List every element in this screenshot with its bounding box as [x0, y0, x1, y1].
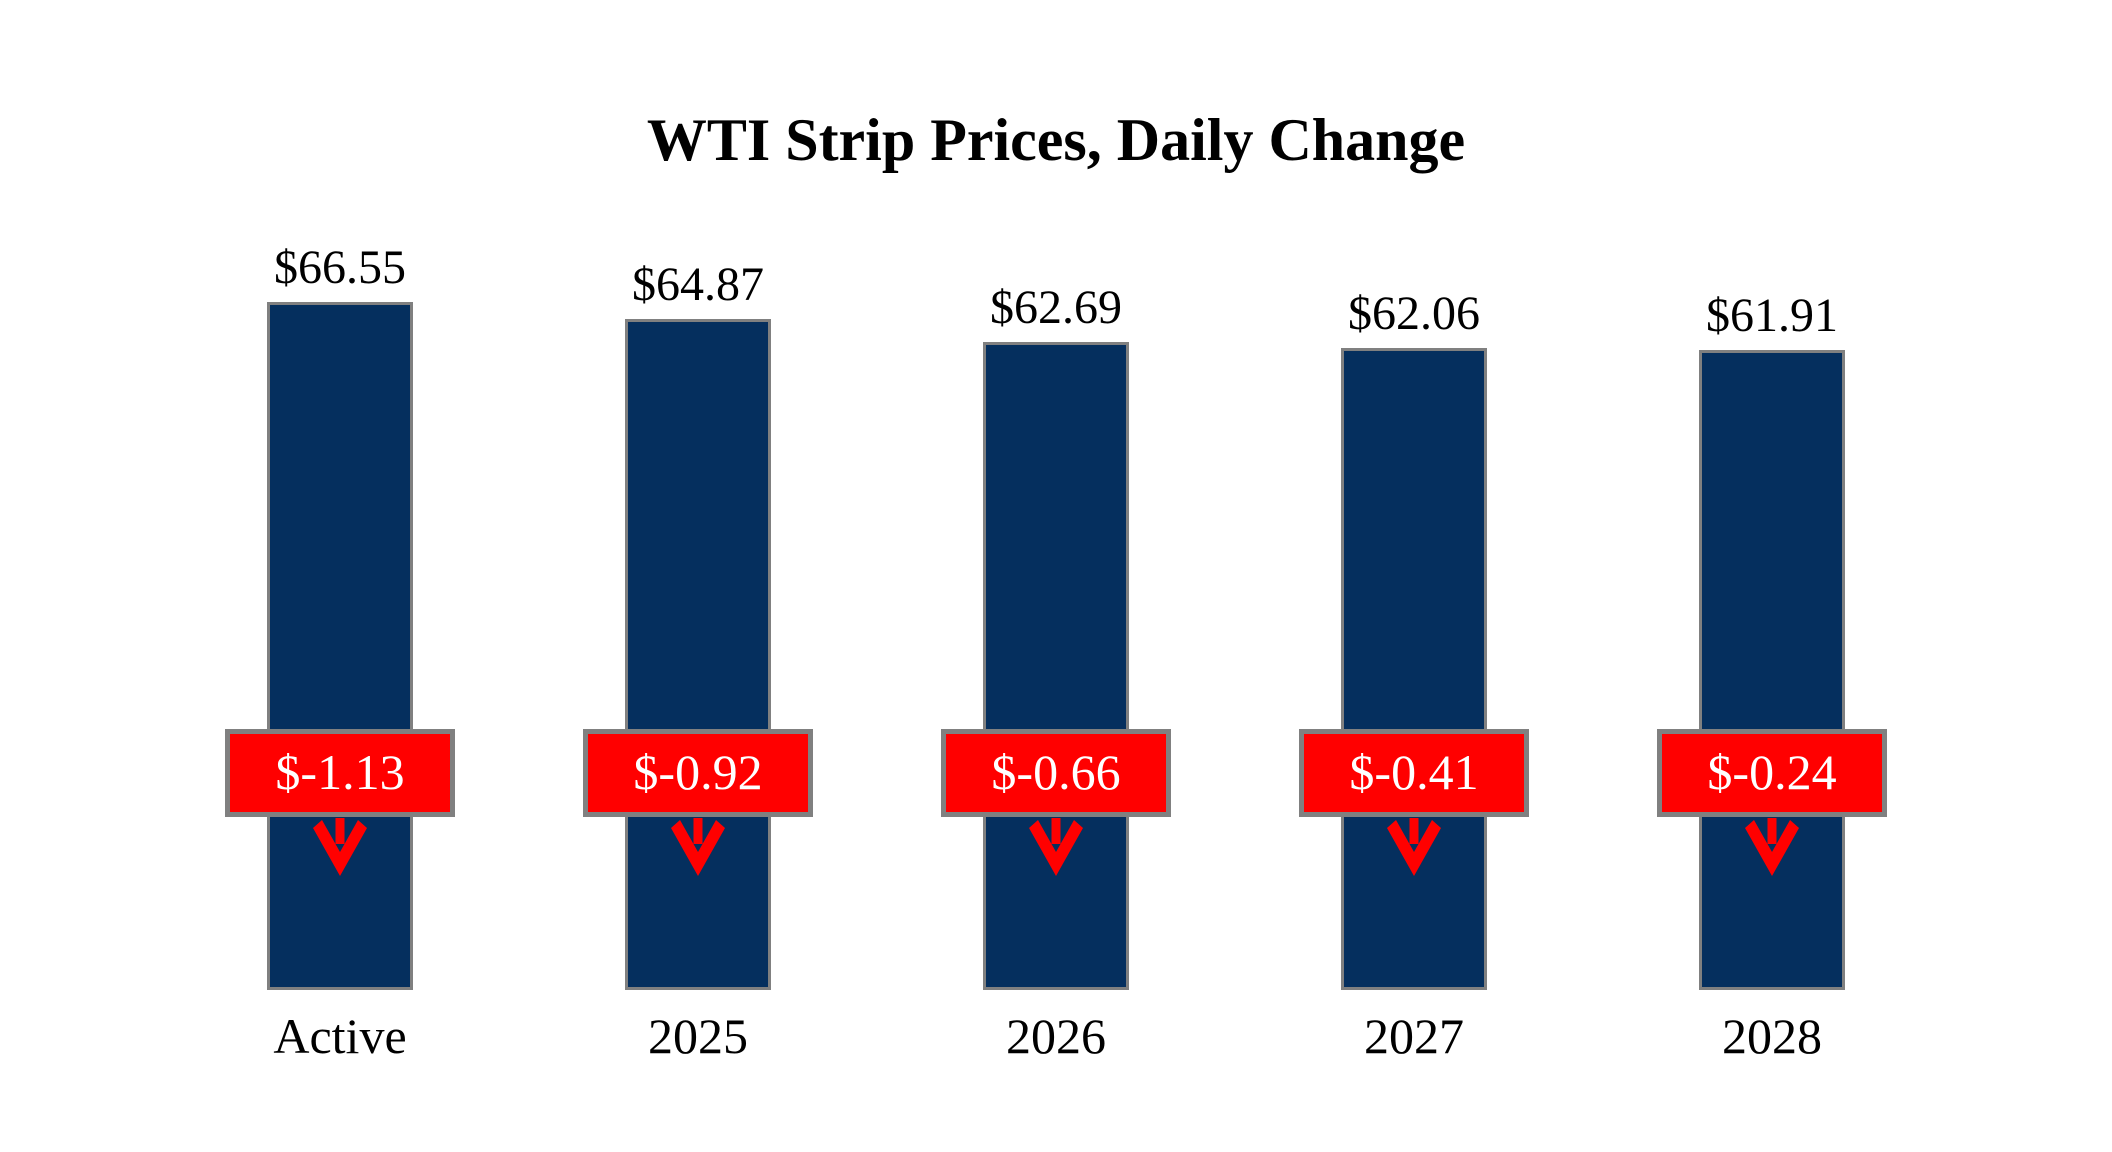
daily-change-badge: $-1.13 [225, 729, 455, 817]
price-bar [1699, 350, 1845, 990]
daily-change-badge: $-0.66 [941, 729, 1171, 817]
category-label: 2025 [648, 1008, 748, 1064]
down-arrow-icon [313, 818, 367, 876]
price-label: $62.06 [1348, 287, 1480, 340]
daily-change-badge: $-0.41 [1299, 729, 1529, 817]
daily-change-badge: $-0.92 [583, 729, 813, 817]
category-label: 2026 [1006, 1008, 1106, 1064]
daily-change-value: $-0.66 [991, 744, 1121, 800]
chart-title: WTI Strip Prices, Daily Change [646, 107, 1466, 173]
price-label: $66.55 [274, 241, 406, 294]
daily-change-badge: $-0.24 [1657, 729, 1887, 817]
category-label: 2028 [1722, 1008, 1822, 1064]
bar-group-2027: $62.06 $-0.41 2027 [1235, 0, 1593, 1152]
bar-group-active: $66.55 $-1.13 Active [161, 0, 519, 1152]
bar-group-2025: $64.87 $-0.92 2025 [519, 0, 877, 1152]
category-label: Active [273, 1008, 407, 1064]
daily-change-value: $-0.41 [1349, 744, 1479, 800]
bar-group-2026: $62.69 $-0.66 2026 [877, 0, 1235, 1152]
down-arrow-icon [1029, 818, 1083, 876]
daily-change-value: $-0.24 [1707, 744, 1837, 800]
price-bar [983, 342, 1129, 990]
category-label: 2027 [1364, 1008, 1464, 1064]
price-label: $64.87 [632, 258, 764, 311]
price-bar [1341, 348, 1487, 990]
price-label: $62.69 [990, 281, 1122, 334]
daily-change-value: $-1.13 [275, 744, 405, 800]
price-bar [625, 319, 771, 990]
down-arrow-icon [1745, 818, 1799, 876]
daily-change-value: $-0.92 [633, 744, 763, 800]
price-label: $61.91 [1706, 289, 1838, 342]
price-bar [267, 302, 413, 990]
down-arrow-icon [671, 818, 725, 876]
down-arrow-icon [1387, 818, 1441, 876]
bar-group-2028: $61.91 $-0.24 2028 [1593, 0, 1951, 1152]
